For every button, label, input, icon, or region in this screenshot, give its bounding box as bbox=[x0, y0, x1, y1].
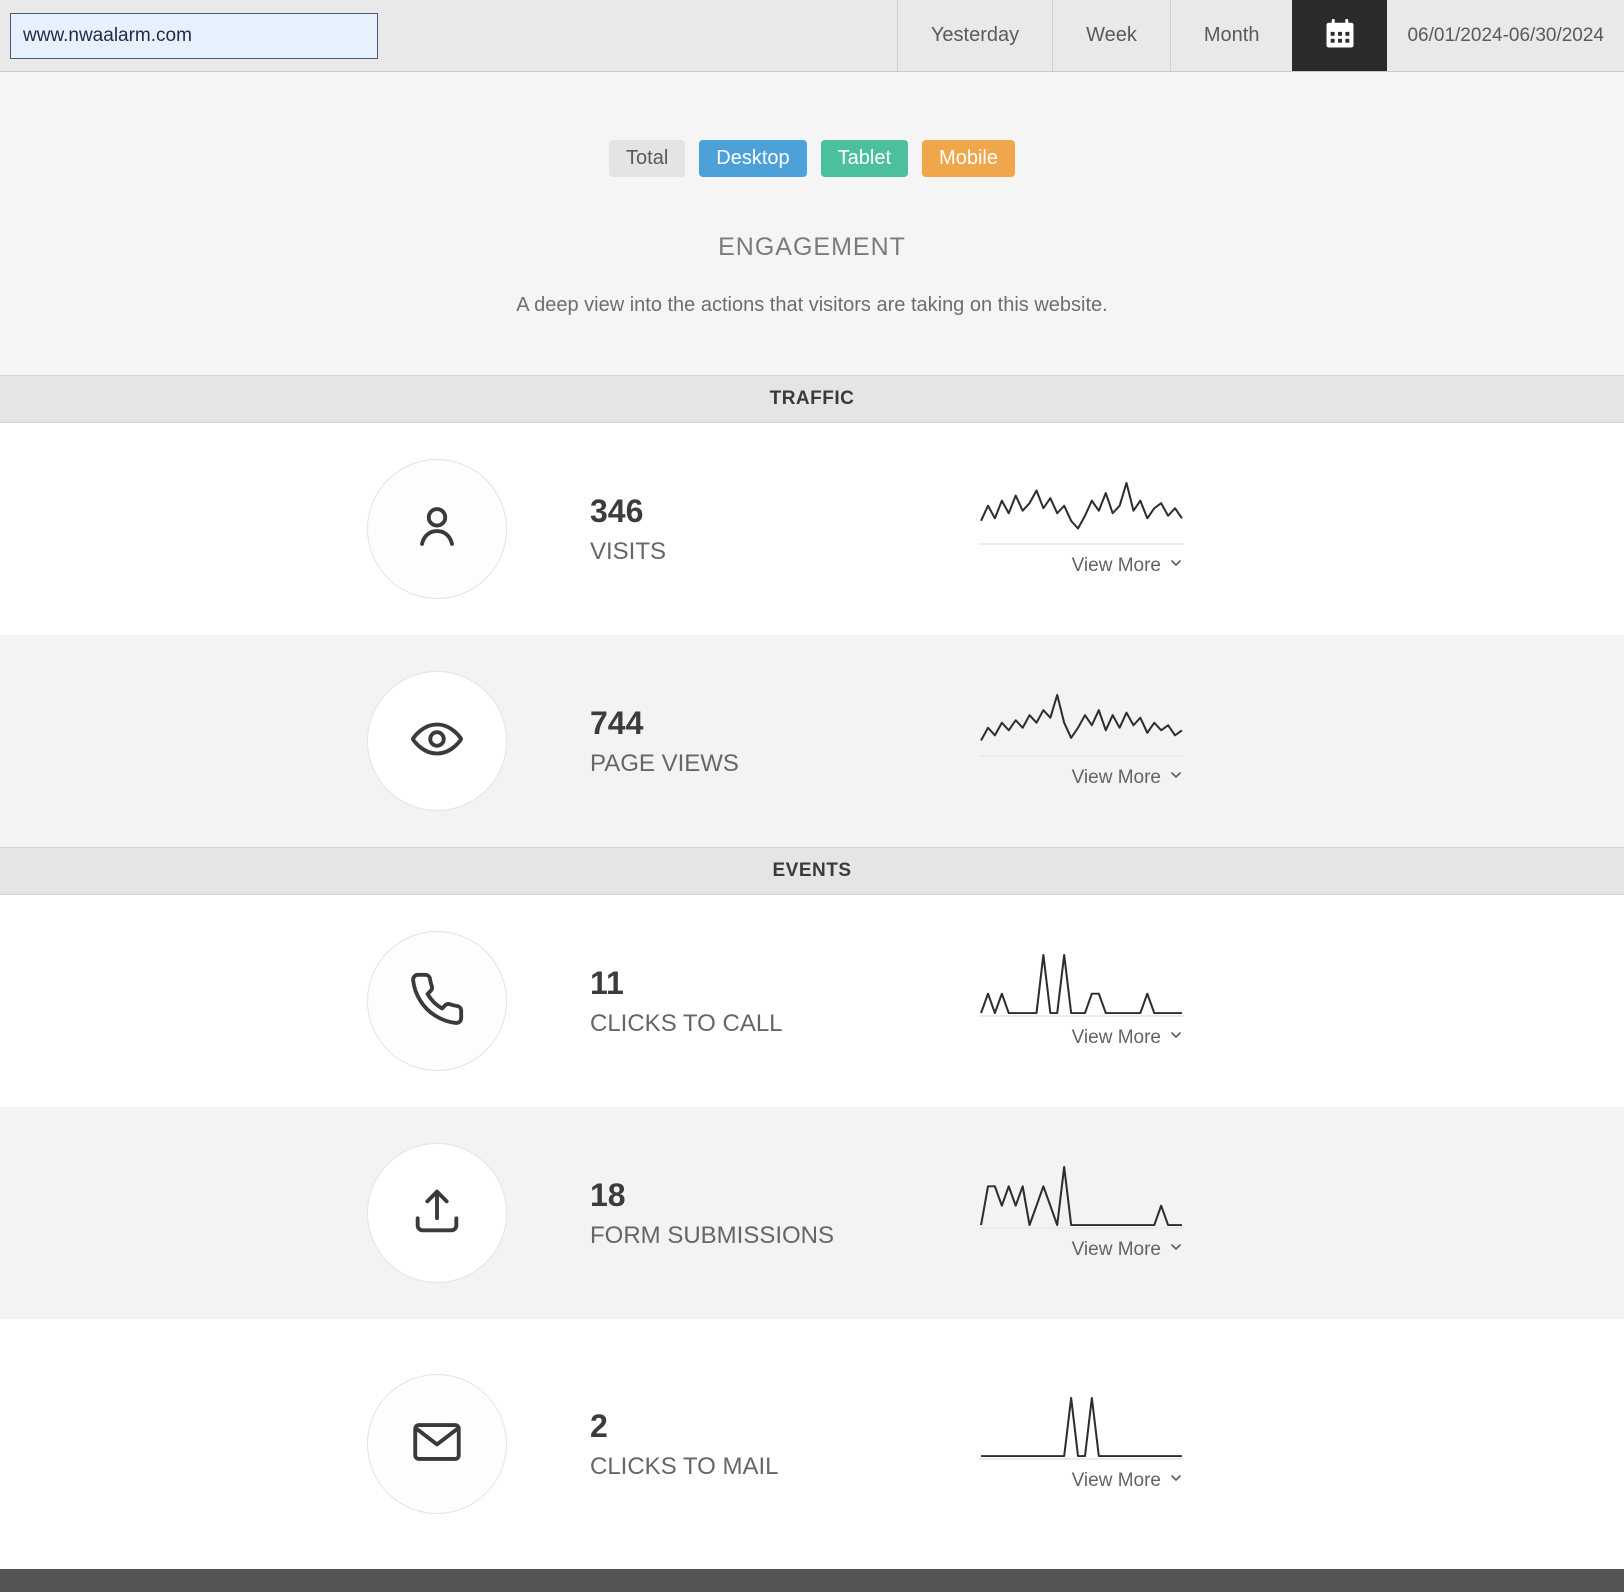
page-views-label: PAGE VIEWS bbox=[590, 749, 739, 777]
clicks-to-mail-metric-text: 2 CLICKS TO MAIL bbox=[590, 1408, 779, 1481]
filter-tablet-button[interactable]: Tablet bbox=[820, 140, 909, 177]
metric-row-clicks-to-call: 11 CLICKS TO CALL View More bbox=[0, 895, 1624, 1107]
clicks-to-call-metric-text: 11 CLICKS TO CALL bbox=[590, 965, 783, 1038]
upload-icon bbox=[408, 1182, 466, 1245]
form-submissions-icon-circle bbox=[367, 1143, 507, 1283]
url-input[interactable] bbox=[10, 12, 378, 59]
engagement-title: ENGAGEMENT bbox=[718, 233, 906, 261]
view-more-label: View More bbox=[1071, 1470, 1161, 1491]
chevron-down-icon bbox=[1168, 1027, 1184, 1049]
clicks-to-mail-view-more-link[interactable]: View More bbox=[1072, 1470, 1184, 1492]
period-selector: Yesterday Week Month bbox=[896, 0, 1624, 71]
eye-icon bbox=[408, 710, 466, 773]
chevron-down-icon bbox=[1168, 767, 1184, 789]
calendar-button[interactable] bbox=[1292, 0, 1388, 71]
phone-icon bbox=[408, 970, 466, 1033]
form-submissions-chart-area: View More bbox=[979, 1165, 1184, 1261]
view-more-label: View More bbox=[1071, 1239, 1161, 1260]
visits-chart-area: View More bbox=[979, 481, 1184, 577]
chevron-down-icon bbox=[1168, 1470, 1184, 1492]
filter-mobile-button[interactable]: Mobile bbox=[922, 140, 1015, 177]
view-more-label: View More bbox=[1071, 767, 1161, 788]
chevron-down-icon bbox=[1168, 1239, 1184, 1261]
metric-row-form-submissions: 18 FORM SUBMISSIONS View More bbox=[0, 1107, 1624, 1319]
page-views-view-more-link[interactable]: View More bbox=[1072, 767, 1184, 789]
visits-view-more-link[interactable]: View More bbox=[1072, 555, 1184, 577]
clicks-to-mail-label: CLICKS TO MAIL bbox=[590, 1452, 779, 1480]
clicks-to-mail-icon-circle bbox=[367, 1374, 507, 1514]
form-submissions-value: 18 bbox=[590, 1176, 626, 1213]
page-views-sparkline-chart bbox=[979, 693, 1184, 757]
period-week-button[interactable]: Week bbox=[1052, 0, 1170, 71]
form-submissions-label: FORM SUBMISSIONS bbox=[590, 1221, 835, 1249]
metric-row-page-views: 744 PAGE VIEWS View More bbox=[0, 635, 1624, 847]
engagement-subtitle: A deep view into the actions that visito… bbox=[516, 294, 1108, 316]
metric-row-clicks-to-mail: 2 CLICKS TO MAIL View More bbox=[0, 1319, 1624, 1569]
clicks-to-call-label: CLICKS TO CALL bbox=[590, 1009, 783, 1037]
page-views-value: 744 bbox=[590, 704, 644, 741]
date-range-label: 06/01/2024-06/30/2024 bbox=[1407, 24, 1604, 46]
chevron-down-icon bbox=[1168, 555, 1184, 577]
page-views-metric-text: 744 PAGE VIEWS bbox=[590, 705, 739, 778]
engagement-intro: Total Desktop Tablet Mobile ENGAGEMENT A… bbox=[0, 72, 1624, 375]
visits-value: 346 bbox=[590, 492, 644, 529]
metric-row-visits: 346 VISITS View More bbox=[0, 423, 1624, 635]
clicks-to-mail-sparkline-chart bbox=[979, 1396, 1184, 1460]
clicks-to-call-chart-area: View More bbox=[979, 953, 1184, 1049]
device-filter-group: Total Desktop Tablet Mobile bbox=[0, 140, 1624, 177]
calendar-icon bbox=[1322, 16, 1358, 55]
clicks-to-call-icon-circle bbox=[367, 931, 507, 1071]
top-bar: Yesterday Week Month bbox=[0, 0, 1624, 72]
events-section-header: EVENTS bbox=[0, 847, 1624, 895]
period-month-button[interactable]: Month bbox=[1169, 0, 1293, 71]
clicks-to-call-sparkline-chart bbox=[979, 953, 1184, 1017]
form-submissions-metric-text: 18 FORM SUBMISSIONS bbox=[590, 1177, 834, 1250]
traffic-section-header: TRAFFIC bbox=[0, 375, 1624, 423]
clicks-to-mail-value: 2 bbox=[590, 1407, 608, 1444]
view-more-label: View More bbox=[1071, 555, 1161, 576]
visits-sparkline-chart bbox=[979, 481, 1184, 545]
period-yesterday-button[interactable]: Yesterday bbox=[896, 0, 1052, 71]
clicks-to-call-value: 11 bbox=[590, 964, 624, 1001]
view-more-label: View More bbox=[1071, 1027, 1161, 1048]
mail-icon bbox=[408, 1413, 466, 1476]
visits-metric-text: 346 VISITS bbox=[590, 493, 666, 566]
page-views-icon-circle bbox=[367, 671, 507, 811]
visits-label: VISITS bbox=[590, 537, 667, 565]
clicks-to-call-view-more-link[interactable]: View More bbox=[1072, 1027, 1184, 1049]
page-views-chart-area: View More bbox=[979, 693, 1184, 789]
filter-total-button[interactable]: Total bbox=[609, 140, 686, 177]
form-submissions-sparkline-chart bbox=[979, 1165, 1184, 1229]
filter-desktop-button[interactable]: Desktop bbox=[699, 140, 807, 177]
footer-bar bbox=[0, 1569, 1624, 1592]
form-submissions-view-more-link[interactable]: View More bbox=[1072, 1239, 1184, 1261]
visits-icon-circle bbox=[367, 459, 507, 599]
user-icon bbox=[408, 498, 466, 561]
clicks-to-mail-chart-area: View More bbox=[979, 1396, 1184, 1492]
